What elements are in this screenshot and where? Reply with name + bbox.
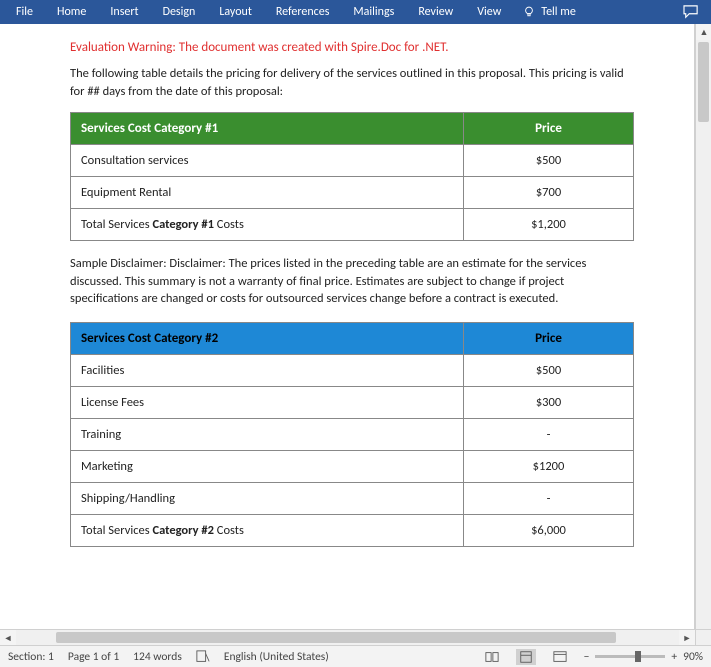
table2-row1-label: License Fees: [71, 386, 464, 418]
vscroll-thumb[interactable]: [698, 42, 709, 122]
zoom-percent[interactable]: 90%: [683, 650, 703, 664]
table2-row3-price: $1200: [464, 450, 634, 482]
table1-row1-price: $700: [464, 177, 634, 209]
table-row: Training -: [71, 418, 634, 450]
services-table-2: Services Cost Category #2 Price Faciliti…: [70, 322, 634, 547]
status-section[interactable]: Section: 1: [8, 650, 54, 664]
table2-row4-price: -: [464, 482, 634, 514]
tell-me-search[interactable]: Tell me: [513, 5, 586, 19]
table2-row2-price: -: [464, 418, 634, 450]
page-viewport: Evaluation Warning: The document was cre…: [0, 24, 695, 645]
table-header-row: Services Cost Category #1 Price: [71, 113, 634, 145]
comments-icon[interactable]: [683, 5, 699, 19]
web-layout-button[interactable]: [550, 649, 570, 665]
intro-paragraph: The following table details the pricing …: [70, 65, 634, 100]
ribbon-tab-design[interactable]: Design: [151, 0, 208, 24]
document-workspace: Evaluation Warning: The document was cre…: [0, 24, 711, 645]
status-language[interactable]: English (United States): [224, 650, 329, 664]
read-mode-button[interactable]: [482, 649, 502, 665]
vscroll-track[interactable]: [696, 40, 711, 629]
zoom-slider-track[interactable]: [595, 655, 665, 658]
print-layout-button[interactable]: [516, 649, 536, 665]
table1-total-label: Total Services Category #1 Costs: [71, 209, 464, 241]
table2-total-price: $6,000: [464, 514, 634, 546]
table-row: Facilities $500: [71, 354, 634, 386]
hscroll-thumb[interactable]: [56, 632, 616, 643]
services-table-1: Services Cost Category #1 Price Consulta…: [70, 112, 634, 241]
table-row: License Fees $300: [71, 386, 634, 418]
vertical-scrollbar[interactable]: ▲ ▼: [695, 24, 711, 645]
table2-header-label: Services Cost Category #2: [71, 322, 464, 354]
ribbon-tab-file[interactable]: File: [4, 0, 45, 24]
document-page[interactable]: Evaluation Warning: The document was cre…: [0, 24, 694, 571]
lightbulb-icon: [523, 6, 535, 18]
status-word-count[interactable]: 124 words: [133, 650, 182, 664]
table1-header-price: Price: [464, 113, 634, 145]
ribbon-tab-home[interactable]: Home: [45, 0, 98, 24]
read-mode-icon: [485, 650, 499, 664]
table-row: Shipping/Handling -: [71, 482, 634, 514]
horizontal-scrollbar[interactable]: ◄ ►: [0, 629, 695, 645]
print-layout-icon: [519, 650, 533, 664]
hscroll-track[interactable]: [16, 630, 679, 645]
zoom-control: − + 90%: [584, 650, 703, 664]
web-layout-icon: [553, 650, 567, 664]
ribbon-tab-view[interactable]: View: [465, 0, 513, 24]
scroll-up-arrow[interactable]: ▲: [696, 24, 711, 40]
table2-total-label: Total Services Category #2 Costs: [71, 514, 464, 546]
table1-row0-label: Consultation services: [71, 145, 464, 177]
table-total-row: Total Services Category #1 Costs $1,200: [71, 209, 634, 241]
ribbon-tab-review[interactable]: Review: [406, 0, 465, 24]
table-row: Consultation services $500: [71, 145, 634, 177]
table2-row3-label: Marketing: [71, 450, 464, 482]
scroll-left-arrow[interactable]: ◄: [0, 630, 16, 646]
table-row: Marketing $1200: [71, 450, 634, 482]
status-page[interactable]: Page 1 of 1: [68, 650, 119, 664]
disclaimer-paragraph: Sample Disclaimer: Disclaimer: The price…: [70, 255, 634, 308]
zoom-out-button[interactable]: −: [584, 650, 590, 664]
ribbon-tab-layout[interactable]: Layout: [207, 0, 264, 24]
table1-total-price: $1,200: [464, 209, 634, 241]
status-bar: Section: 1 Page 1 of 1 124 words English…: [0, 645, 711, 667]
table1-row0-price: $500: [464, 145, 634, 177]
table2-row0-label: Facilities: [71, 354, 464, 386]
table2-header-price: Price: [464, 322, 634, 354]
table2-row1-price: $300: [464, 386, 634, 418]
scroll-corner: [695, 629, 711, 645]
scroll-right-arrow[interactable]: ►: [679, 630, 695, 646]
ribbon-tab-insert[interactable]: Insert: [98, 0, 150, 24]
table2-row0-price: $500: [464, 354, 634, 386]
tell-me-label: Tell me: [541, 5, 576, 19]
ribbon: File Home Insert Design Layout Reference…: [0, 0, 711, 24]
zoom-in-button[interactable]: +: [671, 650, 677, 664]
ribbon-tab-references[interactable]: References: [264, 0, 342, 24]
table1-row1-label: Equipment Rental: [71, 177, 464, 209]
zoom-slider-thumb[interactable]: [635, 651, 641, 662]
table2-row2-label: Training: [71, 418, 464, 450]
ribbon-tab-mailings[interactable]: Mailings: [341, 0, 406, 24]
evaluation-warning: Evaluation Warning: The document was cre…: [70, 40, 634, 55]
table1-header-label: Services Cost Category #1: [71, 113, 464, 145]
table-header-row: Services Cost Category #2 Price: [71, 322, 634, 354]
table-total-row: Total Services Category #2 Costs $6,000: [71, 514, 634, 546]
spellcheck-icon[interactable]: [196, 650, 210, 664]
table2-row4-label: Shipping/Handling: [71, 482, 464, 514]
table-row: Equipment Rental $700: [71, 177, 634, 209]
